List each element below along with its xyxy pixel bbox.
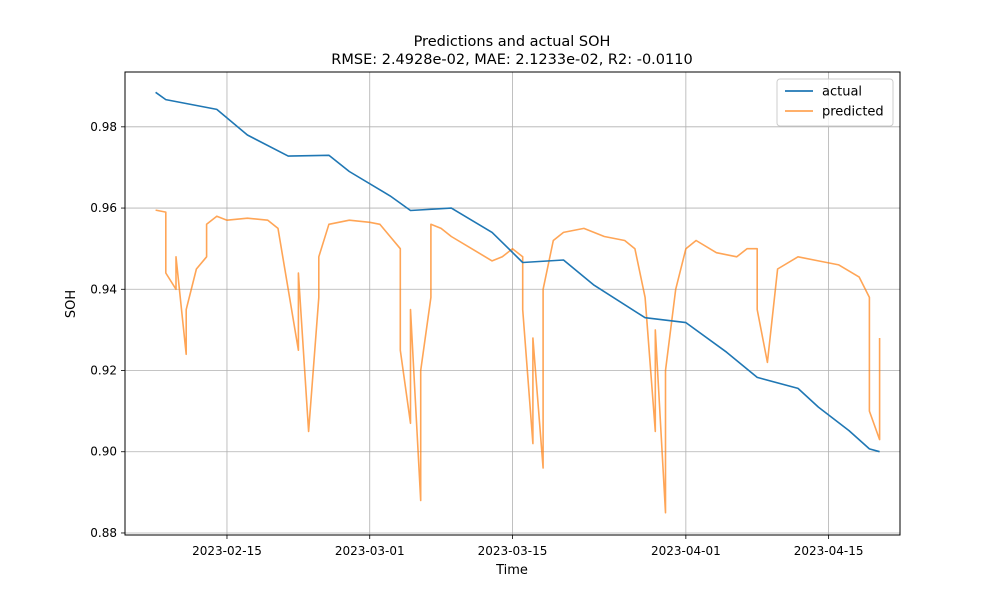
series-line-actual <box>155 91 880 453</box>
x-tick-label: 2023-04-15 <box>794 544 864 558</box>
plot-series <box>155 91 881 514</box>
y-tick-label: 0.92 <box>90 364 117 378</box>
x-tick-label: 2023-03-15 <box>478 544 548 558</box>
x-axis: 2023-02-15 2023-03-01 2023-03-15 2023-04-01… <box>192 535 863 558</box>
legend-label-predicted: predicted <box>822 105 884 120</box>
x-axis-label: Time <box>495 563 528 578</box>
chart-legend: actual predicted <box>776 78 894 127</box>
x-tick-label: 2023-02-15 <box>192 544 262 558</box>
y-tick-label: 0.96 <box>90 201 117 215</box>
y-tick-label: 0.94 <box>90 282 117 296</box>
chart-subtitle: RMSE: 2.4928e-02, MAE: 2.1233e-02, R2: -… <box>331 52 692 68</box>
series-line-predicted <box>155 209 881 514</box>
x-tick-label: 2023-03-01 <box>335 544 405 558</box>
legend-label-actual: actual <box>822 85 862 100</box>
grid-lines <box>125 72 900 535</box>
y-tick-label: 0.88 <box>90 526 117 540</box>
x-tick-label: 2023-04-01 <box>651 544 721 558</box>
y-tick-label: 0.98 <box>90 120 117 134</box>
y-axis: 0.88 0.90 0.92 0.94 0.96 0.98 <box>90 120 125 540</box>
chart-title: Predictions and actual SOH <box>414 34 611 50</box>
y-axis-label: SOH <box>64 290 79 318</box>
y-tick-label: 0.90 <box>90 445 117 459</box>
